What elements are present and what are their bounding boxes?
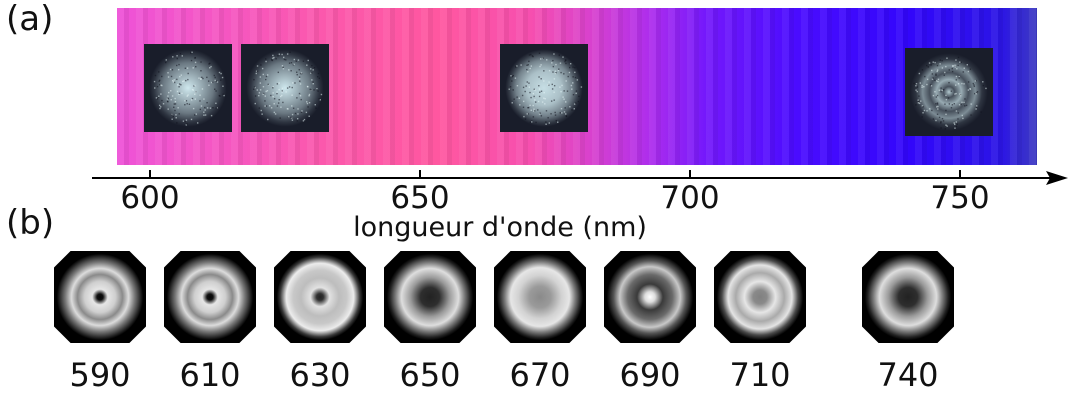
mode-profile-image xyxy=(604,251,696,343)
mode-wavelength-label: 610 xyxy=(179,356,241,394)
speckle-image xyxy=(143,44,232,132)
speckle-image xyxy=(500,44,589,132)
axis-tick-label: 750 xyxy=(930,180,990,216)
mode-wavelength-label: 650 xyxy=(399,356,461,394)
axis-title: longueur d'onde (nm) xyxy=(353,212,647,243)
mode-wavelength-label: 690 xyxy=(619,356,681,394)
mode-wavelength-label: 590 xyxy=(69,356,131,394)
axis-tick-label: 650 xyxy=(390,180,450,216)
mode-profile-image xyxy=(714,251,806,343)
mode-wavelength-label: 740 xyxy=(877,356,939,394)
mode-profile-image xyxy=(164,251,256,343)
mode-profile-image xyxy=(494,251,586,343)
mode-profile-image xyxy=(384,251,476,343)
mode-profile-image xyxy=(54,251,146,343)
speckle-image xyxy=(241,44,329,132)
panel-a-label: (a) xyxy=(6,0,54,39)
mode-profile-image xyxy=(274,251,366,343)
speckle-image xyxy=(905,48,994,136)
axis-arrowhead xyxy=(1046,171,1068,185)
mode-wavelength-label: 630 xyxy=(289,356,351,394)
panel-b-label: (b) xyxy=(6,203,55,243)
mode-profile-image xyxy=(862,251,954,343)
axis-tick-label: 600 xyxy=(120,180,180,216)
mode-wavelength-label: 670 xyxy=(509,356,571,394)
mode-wavelength-label: 710 xyxy=(729,356,791,394)
axis-tick-label: 700 xyxy=(660,180,720,216)
